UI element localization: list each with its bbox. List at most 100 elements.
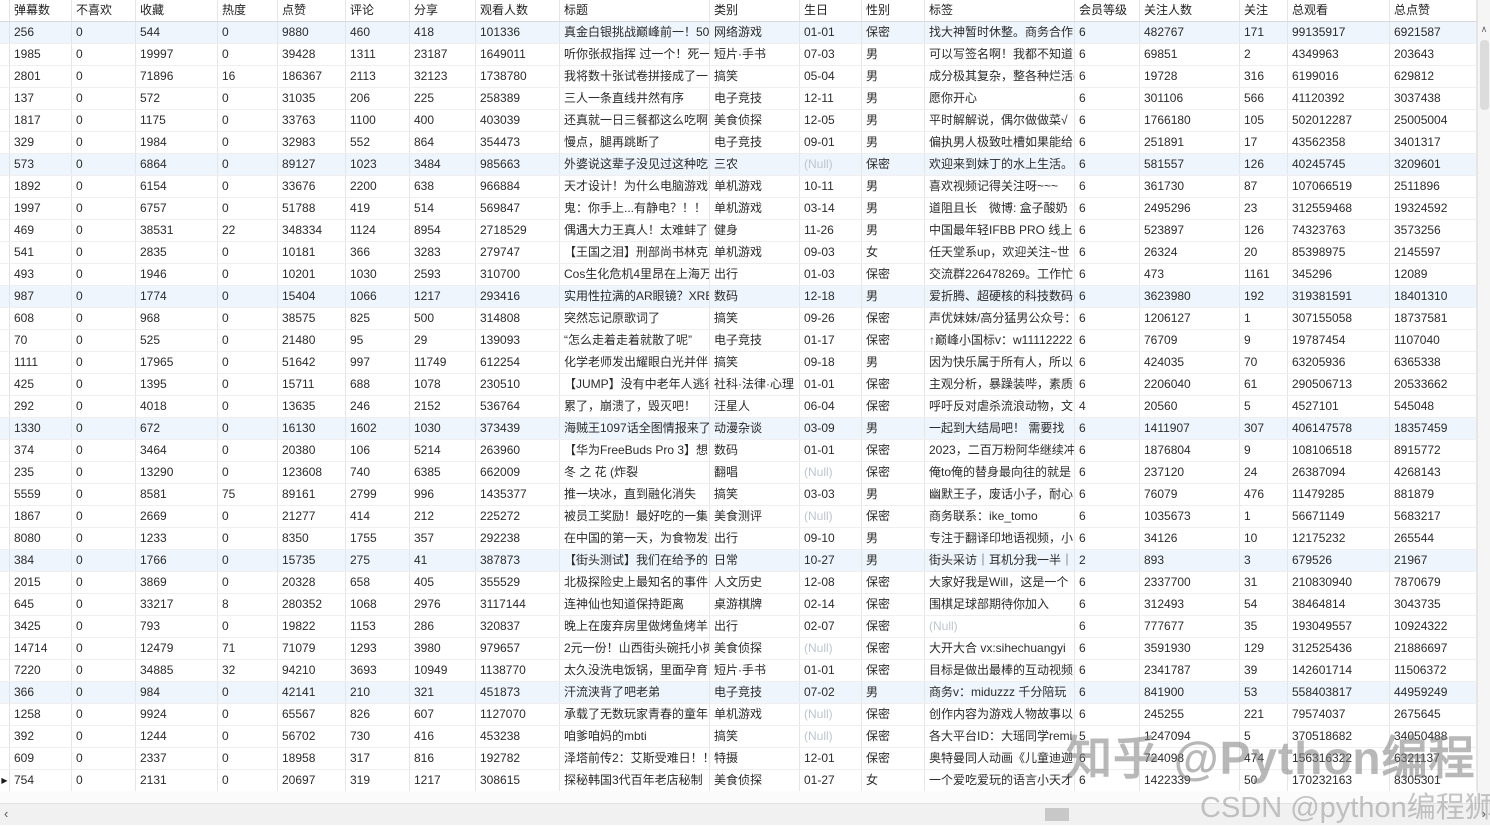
cell-category[interactable]: 搞笑 [710, 352, 800, 373]
cell-followers[interactable]: 1411907 [1140, 418, 1240, 439]
cell-comment[interactable]: 317 [346, 748, 410, 769]
cell-total_likes[interactable]: 3037438 [1390, 88, 1477, 109]
cell-share[interactable]: 416 [410, 726, 476, 747]
cell-heat[interactable]: 0 [218, 286, 278, 307]
row-gutter[interactable] [0, 638, 10, 659]
cell-title[interactable]: 我将数十张试卷拼接成了一 [560, 66, 710, 87]
table-row[interactable]: 14714 0 12479 71 71079 1293 3980 979657 2元一份！山西街… [0, 638, 1477, 660]
cell-danmaku[interactable]: 137 [10, 88, 72, 109]
cell-comment[interactable]: 658 [346, 572, 410, 593]
cell-views[interactable]: 453238 [476, 726, 560, 747]
cell-following[interactable]: 9 [1240, 440, 1288, 461]
cell-share[interactable]: 212 [410, 506, 476, 527]
cell-like[interactable]: 10181 [278, 242, 346, 263]
cell-tag[interactable]: 奥特曼同人动画《儿童迪迦 [925, 748, 1075, 769]
cell-tag[interactable]: 欢迎来到妹丁的水上生活。 [925, 154, 1075, 175]
cell-heat[interactable]: 71 [218, 638, 278, 659]
cell-danmaku[interactable]: 469 [10, 220, 72, 241]
cell-views[interactable]: 225272 [476, 506, 560, 527]
cell-views[interactable]: 230510 [476, 374, 560, 395]
cell-danmaku[interactable]: 392 [10, 726, 72, 747]
cell-following[interactable]: 5 [1240, 726, 1288, 747]
cell-share[interactable]: 1217 [410, 286, 476, 307]
row-gutter[interactable] [0, 44, 10, 65]
cell-like[interactable]: 13635 [278, 396, 346, 417]
cell-level[interactable]: 6 [1075, 506, 1140, 527]
cell-share[interactable]: 5214 [410, 440, 476, 461]
cell-followers[interactable]: 312493 [1140, 594, 1240, 615]
cell-birthday[interactable]: 03-14 [800, 198, 862, 219]
vertical-scrollbar[interactable]: ∧ [1477, 0, 1490, 803]
cell-like[interactable]: 89127 [278, 154, 346, 175]
cell-level[interactable]: 6 [1075, 88, 1140, 109]
cell-comment[interactable]: 552 [346, 132, 410, 153]
cell-dislike[interactable]: 0 [72, 242, 136, 263]
cell-birthday[interactable]: 12-01 [800, 748, 862, 769]
cell-category[interactable]: 汪星人 [710, 396, 800, 417]
cell-dislike[interactable]: 0 [72, 132, 136, 153]
cell-total_likes[interactable]: 10924322 [1390, 616, 1477, 637]
cell-followers[interactable]: 3591930 [1140, 638, 1240, 659]
row-gutter[interactable] [0, 242, 10, 263]
cell-total_views[interactable]: 4527101 [1288, 396, 1390, 417]
cell-gender[interactable]: 男 [862, 286, 925, 307]
cell-gender[interactable]: 男 [862, 66, 925, 87]
cell-views[interactable]: 373439 [476, 418, 560, 439]
cell-total_likes[interactable]: 11506372 [1390, 660, 1477, 681]
table-row[interactable]: ▶ 754 0 2131 0 20697 319 1217 308615 探秘韩国3代百年老店秘制… [0, 770, 1477, 792]
header-cell-comment[interactable]: 评论 [346, 0, 410, 21]
cell-followers[interactable]: 1035673 [1140, 506, 1240, 527]
cell-share[interactable]: 1217 [410, 770, 476, 791]
cell-title[interactable]: 偶遇大力王真人！太难蚌了! [560, 220, 710, 241]
cell-total_likes[interactable]: 545048 [1390, 396, 1477, 417]
cell-comment[interactable]: 2200 [346, 176, 410, 197]
cell-dislike[interactable]: 0 [72, 396, 136, 417]
cell-share[interactable]: 32123 [410, 66, 476, 87]
table-row[interactable]: 573 0 6864 0 89127 1023 3484 985663 外婆说这辈子没见过这种吃… [0, 154, 1477, 176]
cell-total_likes[interactable]: 18357459 [1390, 418, 1477, 439]
cell-followers[interactable]: 2341787 [1140, 660, 1240, 681]
cell-total_likes[interactable]: 44959249 [1390, 682, 1477, 703]
cell-title[interactable]: 实用性拉满的AR眼镜？XRE [560, 286, 710, 307]
cell-total_likes[interactable]: 21886697 [1390, 638, 1477, 659]
header-cell-heat[interactable]: 热度 [218, 0, 278, 21]
cell-total_views[interactable]: 41120392 [1288, 88, 1390, 109]
header-cell-gender[interactable]: 性别 [862, 0, 925, 21]
cell-followers[interactable]: 424035 [1140, 352, 1240, 373]
cell-birthday[interactable]: 12-05 [800, 110, 862, 131]
cell-category[interactable]: 三农 [710, 154, 800, 175]
cell-heat[interactable]: 0 [218, 154, 278, 175]
cell-level[interactable]: 6 [1075, 682, 1140, 703]
cell-comment[interactable]: 730 [346, 726, 410, 747]
cell-favorite[interactable]: 1984 [136, 132, 218, 153]
cell-dislike[interactable]: 0 [72, 726, 136, 747]
cell-favorite[interactable]: 4018 [136, 396, 218, 417]
cell-heat[interactable]: 8 [218, 594, 278, 615]
cell-following[interactable]: 24 [1240, 462, 1288, 483]
cell-dislike[interactable]: 0 [72, 286, 136, 307]
vertical-scroll-thumb[interactable] [1480, 40, 1489, 110]
cell-comment[interactable]: 997 [346, 352, 410, 373]
row-gutter[interactable] [0, 484, 10, 505]
cell-like[interactable]: 39428 [278, 44, 346, 65]
cell-followers[interactable]: 1876804 [1140, 440, 1240, 461]
cell-views[interactable]: 536764 [476, 396, 560, 417]
cell-total_likes[interactable]: 5683217 [1390, 506, 1477, 527]
cell-total_views[interactable]: 79574037 [1288, 704, 1390, 725]
cell-favorite[interactable]: 8581 [136, 484, 218, 505]
cell-share[interactable]: 1030 [410, 418, 476, 439]
cell-like[interactable]: 32983 [278, 132, 346, 153]
cell-favorite[interactable]: 2337 [136, 748, 218, 769]
cell-level[interactable]: 6 [1075, 572, 1140, 593]
header-cell-dislike[interactable]: 不喜欢 [72, 0, 136, 21]
cell-level[interactable]: 6 [1075, 594, 1140, 615]
cell-heat[interactable]: 0 [218, 44, 278, 65]
cell-dislike[interactable]: 0 [72, 748, 136, 769]
cell-gender[interactable]: 保密 [862, 440, 925, 461]
cell-share[interactable]: 321 [410, 682, 476, 703]
cell-like[interactable]: 51642 [278, 352, 346, 373]
cell-birthday[interactable]: (Null) [800, 726, 862, 747]
cell-heat[interactable]: 16 [218, 66, 278, 87]
cell-share[interactable]: 357 [410, 528, 476, 549]
table-row[interactable]: 645 0 33217 8 280352 1068 2976 3117144 连神仙也知道保持距… [0, 594, 1477, 616]
